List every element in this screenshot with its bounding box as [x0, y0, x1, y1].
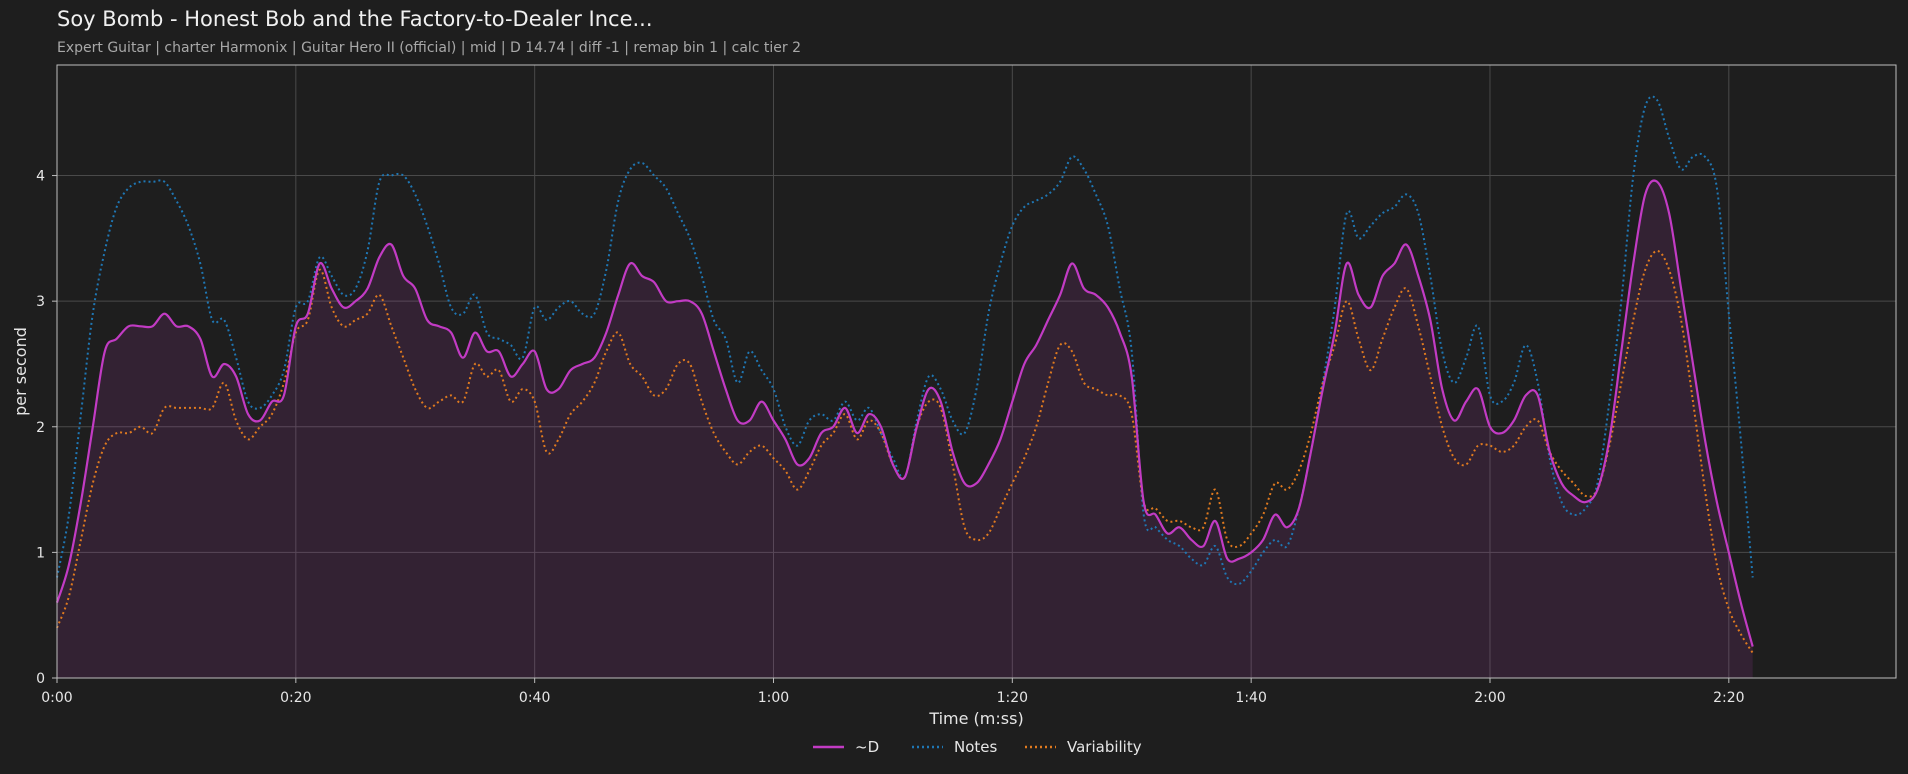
series-line-0 [55, 179, 1754, 647]
x-tick-label: 1:00 [758, 690, 789, 706]
x-tick-label: 2:00 [1474, 690, 1505, 706]
y-axis-label: per second [11, 327, 30, 416]
x-tick-label: 0:40 [519, 690, 550, 706]
y-tick-label: 1 [36, 545, 45, 561]
x-axis-label: Time (m:ss) [928, 709, 1023, 728]
chart-title: Soy Bomb - Honest Bob and the Factory-to… [57, 7, 653, 31]
y-tick-label: 4 [36, 169, 45, 185]
legend: ~D Notes Variability [813, 738, 1142, 756]
legend-label-1: Notes [954, 738, 998, 756]
series-layer [55, 95, 1754, 679]
y-tick-label: 3 [36, 294, 45, 310]
y-axis-ticks: 0 1 2 3 4 [36, 169, 57, 687]
x-tick-label: 0:00 [41, 690, 72, 706]
grid-lines [57, 65, 1896, 678]
x-tick-label: 2:20 [1713, 690, 1744, 706]
x-tick-label: 1:20 [997, 690, 1028, 706]
x-tick-label: 1:40 [1235, 690, 1266, 706]
series-fill-0 [57, 180, 1753, 679]
y-tick-label: 2 [36, 420, 45, 436]
y-tick-label: 0 [36, 671, 45, 687]
x-axis-ticks: 0:00 0:20 0:40 1:00 1:20 1:40 2:00 2:20 [41, 678, 1745, 706]
legend-label-2: Variability [1067, 738, 1142, 756]
chart-subtitle: Expert Guitar | charter Harmonix | Guita… [57, 40, 802, 56]
x-tick-label: 0:20 [280, 690, 311, 706]
legend-label-0: ~D [855, 738, 879, 756]
plot-frame [56, 64, 1897, 679]
